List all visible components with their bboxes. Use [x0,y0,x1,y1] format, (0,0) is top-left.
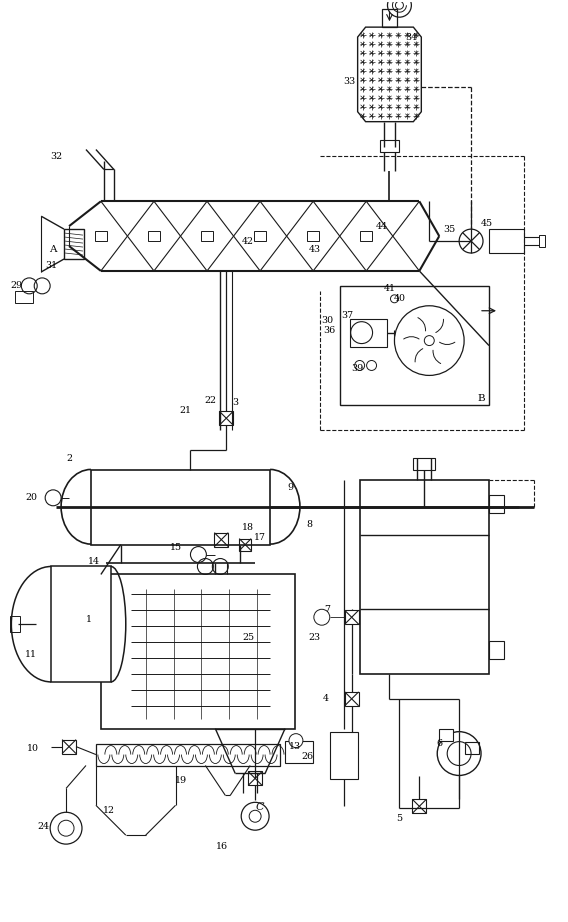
Text: 32: 32 [50,152,62,161]
Text: 30: 30 [321,316,334,325]
Text: 6: 6 [436,739,442,748]
Text: 7: 7 [324,605,330,614]
Bar [539,235,545,247]
Bar [148,231,160,241]
Text: 19: 19 [174,776,186,785]
Text: 35: 35 [443,225,456,233]
Text: 41: 41 [383,284,395,293]
Bar [91,470,270,545]
Text: 11: 11 [25,650,37,658]
Text: 33: 33 [344,77,356,87]
Bar [15,290,34,302]
Bar [360,480,489,674]
Bar [51,566,111,682]
Text: 42: 42 [242,237,254,245]
Bar [219,411,233,425]
Bar [96,744,280,765]
Text: 10: 10 [27,744,39,753]
Text: 37: 37 [341,312,354,320]
Bar [307,231,319,241]
Bar [10,616,20,632]
Text: 12: 12 [103,806,115,815]
Text: 2: 2 [66,454,72,463]
Bar [489,230,524,253]
Text: 36: 36 [324,326,336,335]
Text: 34: 34 [406,32,417,41]
Bar [414,458,435,470]
Bar [239,538,251,550]
Bar [285,740,313,762]
Text: 3: 3 [232,397,239,407]
Text: 8: 8 [307,520,313,529]
Bar [248,772,262,786]
Text: B: B [477,394,485,403]
Bar [330,732,358,779]
Text: 1: 1 [86,615,92,623]
Text: 21: 21 [179,406,191,415]
Text: 29: 29 [10,281,22,290]
Circle shape [289,734,303,748]
Bar [254,231,266,241]
Bar [214,533,228,547]
Text: 5: 5 [396,814,403,822]
Text: 44: 44 [375,221,387,230]
Text: 24: 24 [37,822,49,831]
Text: 16: 16 [216,842,228,851]
Bar [489,495,504,513]
Text: 17: 17 [254,533,266,542]
Bar [489,641,504,659]
Bar [62,739,76,753]
Bar [379,139,399,151]
Text: C: C [256,802,264,812]
Bar [345,692,358,706]
Bar [345,610,358,624]
Text: 9: 9 [287,483,293,492]
Text: 45: 45 [481,219,493,228]
Text: 13: 13 [289,742,301,751]
Text: 39: 39 [352,364,364,373]
Text: 15: 15 [169,543,182,552]
Text: 4: 4 [323,694,329,703]
Bar [382,9,398,27]
Bar [360,231,372,241]
Bar [465,741,479,753]
Text: 18: 18 [242,523,254,532]
Bar [101,574,295,728]
Text: 22: 22 [204,396,216,405]
Bar [201,231,213,241]
Text: 43: 43 [309,244,321,254]
Text: A: A [49,244,57,254]
Bar [350,319,387,347]
Text: 40: 40 [394,294,406,303]
Text: 25: 25 [242,632,254,642]
Bar [439,728,453,740]
Circle shape [424,336,435,346]
Text: 31: 31 [45,262,57,270]
Text: 20: 20 [25,493,37,502]
Bar [95,231,107,241]
Text: 26: 26 [302,752,314,761]
Bar [412,799,427,813]
Text: 14: 14 [88,557,100,566]
Text: 23: 23 [309,632,321,642]
Bar [340,286,489,406]
Bar [64,230,84,259]
